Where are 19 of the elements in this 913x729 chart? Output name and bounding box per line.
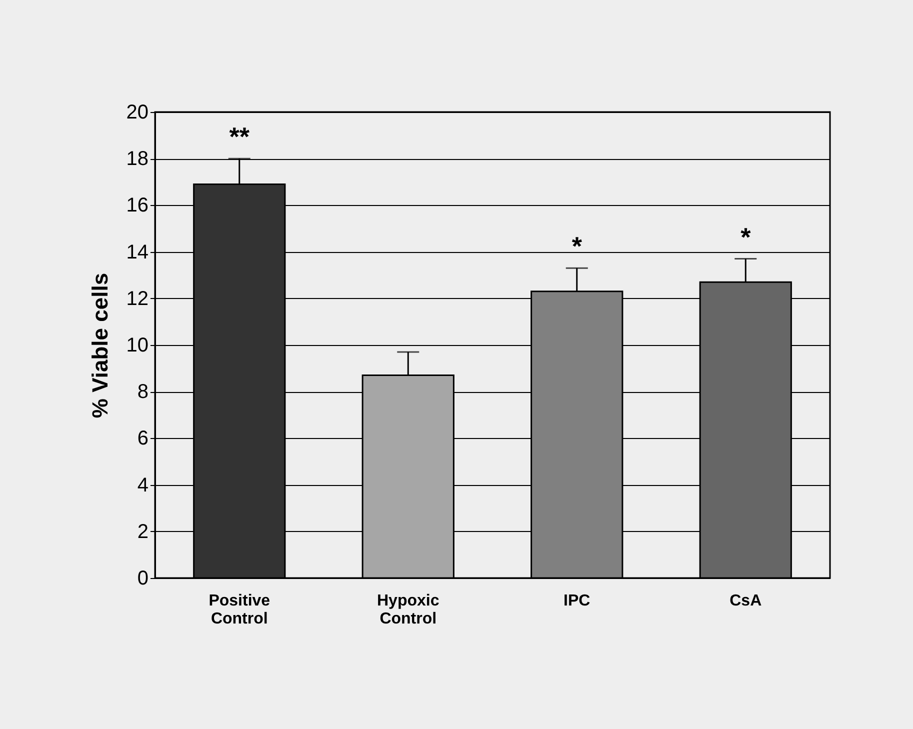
annotation: * (572, 231, 583, 262)
annotation: * (740, 222, 752, 252)
y-tick-label: 10 (126, 334, 148, 356)
y-tick-label: 16 (126, 194, 148, 217)
x-tick-label: CsA (730, 592, 762, 610)
annotation: ** (229, 122, 250, 152)
y-tick-label: 2 (137, 520, 148, 543)
y-tick-label: 0 (137, 568, 148, 590)
x-tick-label: IPC (564, 592, 591, 610)
x-tick-label: Positive Control (208, 592, 270, 628)
y-tick-label: 6 (137, 428, 148, 450)
y-tick-label: 14 (126, 241, 148, 264)
y-tick-label: 20 (126, 102, 148, 124)
x-tick-label: Hypoxic Control (377, 592, 440, 628)
y-tick-label: 18 (126, 148, 148, 170)
y-tick-label: 12 (126, 288, 148, 310)
y-tick-label: 8 (137, 381, 148, 404)
y-axis-title: % Viable cells (87, 272, 112, 418)
y-tick-label: 4 (137, 474, 148, 496)
